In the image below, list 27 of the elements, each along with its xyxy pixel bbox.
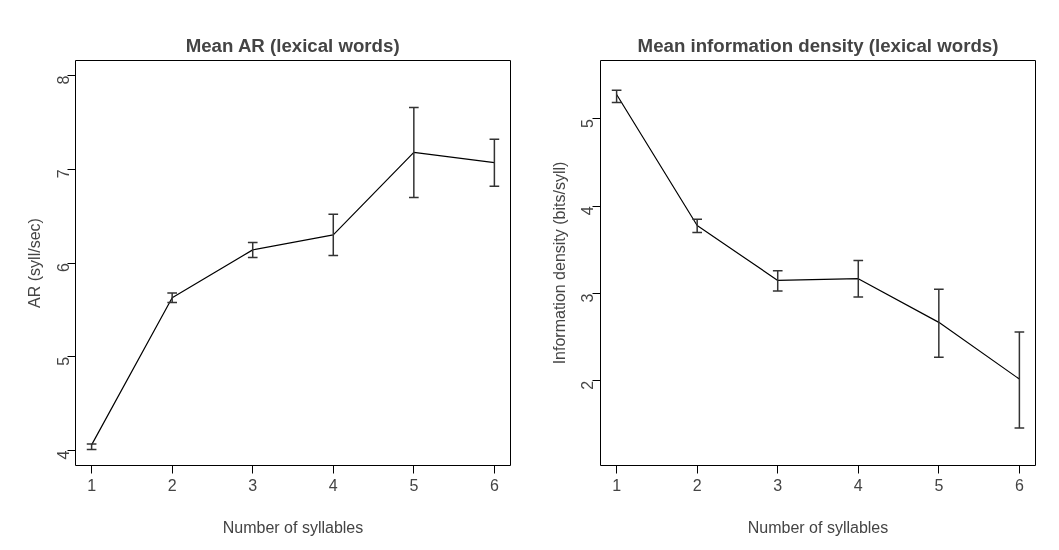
x-tick-label: 6 bbox=[489, 476, 499, 494]
y-axis-title: AR (syll/sec) bbox=[25, 218, 43, 308]
x-tick-label: 5 bbox=[934, 476, 944, 494]
chart-title: Mean information density (lexical words) bbox=[637, 34, 999, 56]
x-axis-title: Number of syllables bbox=[747, 518, 889, 536]
x-tick-label: 6 bbox=[1014, 476, 1024, 494]
y-tick-label: 5 bbox=[54, 356, 72, 366]
x-tick-label: 4 bbox=[328, 476, 338, 494]
y-tick-label: 7 bbox=[54, 169, 72, 179]
y-tick-label: 4 bbox=[54, 450, 72, 460]
x-tick-label: 4 bbox=[853, 476, 863, 494]
y-tick-label: 2 bbox=[579, 380, 597, 390]
x-tick-label: 2 bbox=[167, 476, 177, 494]
x-tick-label: 2 bbox=[692, 476, 702, 494]
x-tick-label: 1 bbox=[612, 476, 622, 494]
y-axis-title: Information density (bits/syll) bbox=[550, 161, 568, 365]
x-tick-label: 3 bbox=[773, 476, 783, 494]
y-tick-label: 3 bbox=[579, 293, 597, 303]
x-tick-label: 5 bbox=[409, 476, 419, 494]
x-tick-label: 1 bbox=[87, 476, 97, 494]
y-tick-label: 8 bbox=[54, 75, 72, 85]
x-tick-label: 3 bbox=[248, 476, 258, 494]
y-tick-label: 6 bbox=[54, 262, 72, 272]
y-tick-label: 5 bbox=[579, 118, 597, 128]
y-tick-label: 4 bbox=[579, 206, 597, 216]
x-axis-title: Number of syllables bbox=[222, 518, 364, 536]
chart-title: Mean AR (lexical words) bbox=[185, 34, 400, 56]
